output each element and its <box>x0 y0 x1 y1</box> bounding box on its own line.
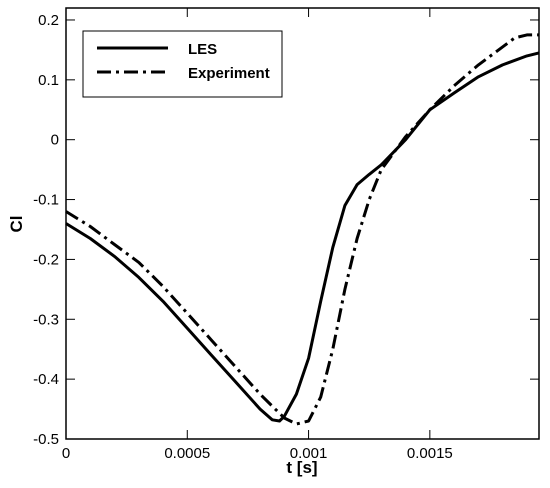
y-axis-title: Cl <box>7 216 26 233</box>
legend-label-les: LES <box>188 41 217 58</box>
axis-ticks: 0 0.0005 0.001 0.0015 -0.5 -0.4 -0.3 -0.2 -0.1 0 0… <box>33 8 539 462</box>
y-tick-label: -0.4 <box>33 371 59 388</box>
x-tick-label: 0.0015 <box>407 445 453 462</box>
y-tick-label: -0.5 <box>33 431 59 448</box>
series-group <box>65 33 540 426</box>
legend-box <box>82 30 283 98</box>
y-tick-label: 0.2 <box>38 12 59 29</box>
series-line-experiment <box>65 33 539 426</box>
y-tick-label: 0.1 <box>38 72 59 89</box>
x-tick-label: 0.001 <box>290 445 328 462</box>
legend: LES Experiment <box>82 30 283 98</box>
y-tick-label: -0.3 <box>33 311 59 328</box>
x-tick-label: 0 <box>62 445 70 462</box>
legend-label-experiment: Experiment <box>188 65 270 82</box>
series-line-les <box>65 51 540 423</box>
y-tick-label: -0.1 <box>33 192 59 209</box>
x-tick-label: 0.0005 <box>164 445 210 462</box>
x-axis-title: t [s] <box>286 458 317 477</box>
y-tick-label: -0.2 <box>33 251 59 268</box>
y-tick-label: 0 <box>51 132 59 149</box>
